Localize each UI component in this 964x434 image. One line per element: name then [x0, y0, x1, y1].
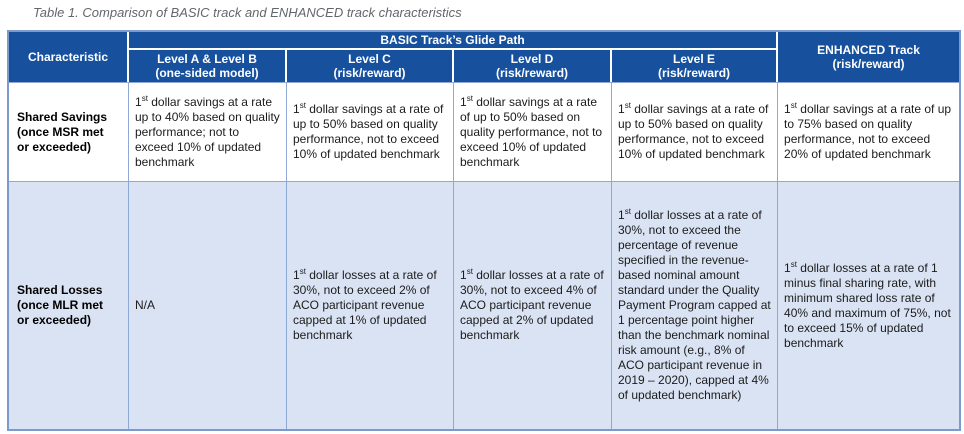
shared-savings-row: Shared Savings (once MSR met or exceeded… [9, 82, 960, 181]
cell-text: dollar savings at a rate of up to 75% ba… [784, 102, 952, 161]
header-row-groups: Characteristic BASIC Track’s Glide Path … [9, 32, 960, 82]
col-header-basic-glide-path: BASIC Track’s Glide Path [129, 32, 779, 50]
shared-losses-enhanced-cell: 1st dollar losses at a rate of 1 minus f… [778, 181, 960, 429]
col-header-level-c: Level C (risk/reward) [287, 50, 454, 82]
shared-savings-level-d-cell: 1st dollar savings at a rate of up to 50… [454, 82, 612, 181]
comparison-table: Characteristic BASIC Track’s Glide Path … [7, 30, 962, 431]
ordinal-superscript: st [624, 101, 631, 110]
cell-prefix: 1 [293, 102, 300, 116]
row-header-shared-savings: Shared Savings (once MSR met or exceeded… [9, 82, 129, 181]
ordinal-superscript: st [466, 267, 473, 276]
col-header-level-d: Level D (risk/reward) [454, 50, 612, 82]
shared-savings-level-e-cell: 1st dollar savings at a rate of up to 50… [612, 82, 779, 181]
col-header-enhanced-track: ENHANCED Track (risk/reward) [778, 32, 960, 82]
table-caption: Table 1. Comparison of BASIC track and E… [33, 5, 462, 20]
shared-losses-level-c-cell: 1st dollar losses at a rate of 30%, not … [287, 181, 454, 429]
shared-losses-level-d-cell: 1st dollar losses at a rate of 30%, not … [454, 181, 612, 429]
cell-prefix: 1 [460, 94, 467, 109]
cell-text: dollar savings at a rate of up to 50% ba… [293, 102, 444, 161]
cell-prefix: 1 [618, 102, 625, 116]
ordinal-superscript: st [790, 101, 797, 110]
shared-losses-row: Shared Losses (once MLR met or exceeded)… [9, 181, 960, 429]
ordinal-superscript: st [624, 207, 631, 216]
shared-savings-enhanced-cell: 1st dollar savings at a rate of up to 75… [778, 82, 960, 181]
ordinal-superscript: st [299, 267, 306, 276]
shared-losses-level-e-cell: 1st dollar losses at a rate of 30%, not … [612, 181, 779, 429]
cell-prefix: 1 [135, 94, 142, 109]
shared-losses-level-a-b-cell: N/A [129, 181, 287, 429]
row-header-shared-losses: Shared Losses (once MLR met or exceeded) [9, 181, 129, 429]
ordinal-superscript: st [790, 259, 797, 269]
ordinal-superscript: st [299, 101, 306, 110]
cell-text: dollar losses at a rate of 30%, not to e… [293, 268, 437, 342]
cell-prefix: 1 [460, 268, 467, 282]
cell-text: dollar savings at a rate of up to 50% ba… [460, 94, 603, 169]
cell-text: N/A [135, 298, 156, 312]
cell-prefix: 1 [618, 208, 625, 222]
col-header-level-e: Level E (risk/reward) [612, 50, 779, 82]
cell-text: dollar savings at a rate of up to 50% ba… [618, 102, 769, 161]
shared-savings-level-a-b-cell: 1st dollar savings at a rate up to 40% b… [129, 82, 287, 181]
ordinal-superscript: st [466, 93, 473, 103]
cell-text: dollar savings at a rate up to 40% based… [135, 94, 280, 169]
cell-prefix: 1 [784, 102, 791, 116]
header-row-levels: Level A & Level B (one-sided model) Leve… [9, 50, 959, 82]
cell-text: dollar losses at a rate of 30%, not to e… [460, 268, 604, 342]
cell-prefix: 1 [784, 260, 791, 275]
col-header-characteristic: Characteristic [9, 32, 129, 82]
col-header-level-a-b: Level A & Level B (one-sided model) [129, 50, 287, 82]
shared-savings-level-c-cell: 1st dollar savings at a rate of up to 50… [287, 82, 454, 181]
cell-prefix: 1 [293, 268, 300, 282]
ordinal-superscript: st [141, 93, 148, 103]
cell-text: dollar losses at a rate of 30%, not to e… [618, 208, 771, 402]
cell-text: dollar losses at a rate of 1 minus final… [784, 260, 951, 350]
